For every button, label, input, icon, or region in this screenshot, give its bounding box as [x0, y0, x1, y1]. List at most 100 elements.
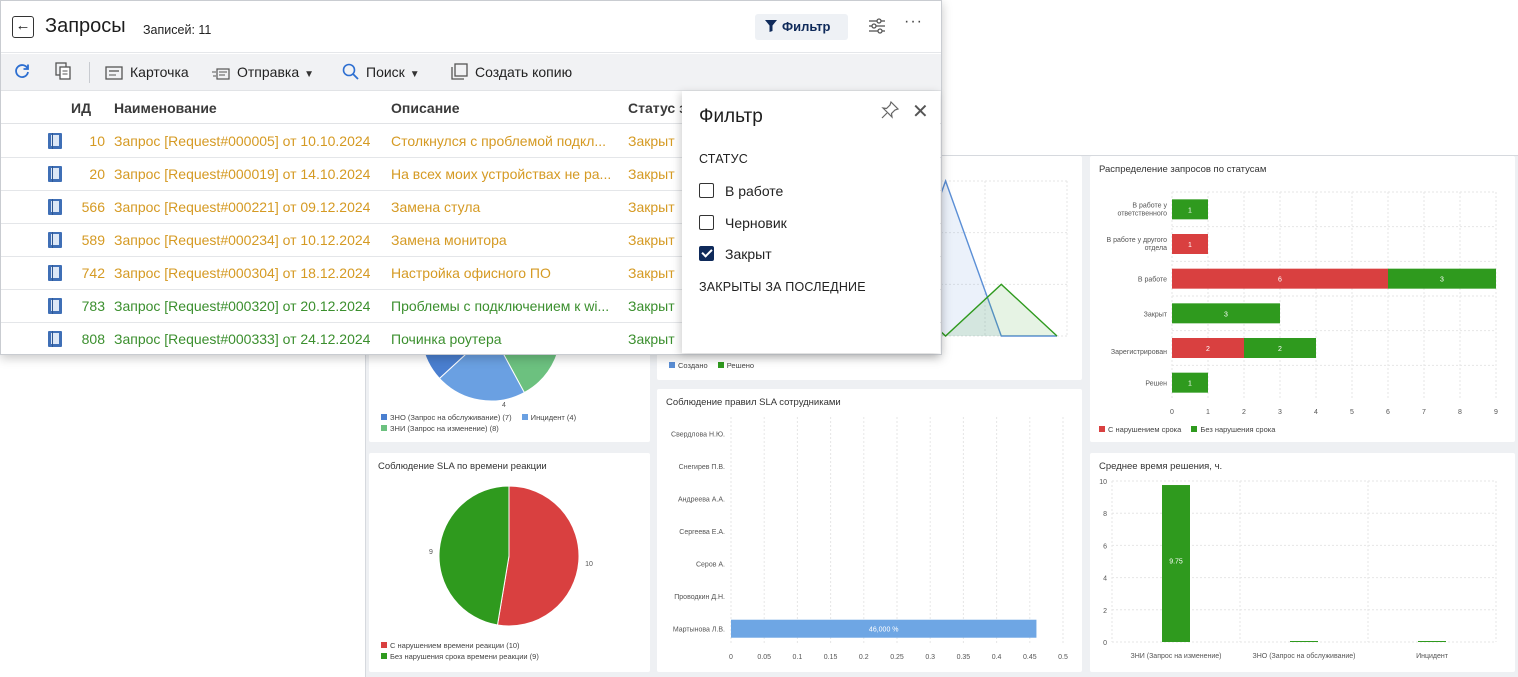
refresh-button[interactable] — [13, 54, 38, 91]
bar — [1418, 641, 1446, 642]
cell-description: Замена монитора — [391, 232, 507, 248]
card-icon — [105, 66, 123, 80]
table-row[interactable]: 589 Запрос [Request#000234] от 10.12.2024… — [1, 224, 941, 257]
x-tick-label: 5 — [1350, 409, 1354, 416]
legend-label: ЗНО (Запрос на обслуживание) (7) — [390, 413, 512, 422]
cell-status: Закрыт — [628, 265, 675, 281]
pin-icon[interactable] — [881, 101, 899, 119]
checkbox[interactable] — [699, 183, 714, 198]
legend-label: С нарушением срока — [1108, 425, 1182, 434]
bar-value-label: 6 — [1278, 277, 1282, 284]
table-row[interactable]: 10 Запрос [Request#000005] от 10.10.2024 С… — [1, 125, 941, 158]
sla-reaction-pie-chart: 10 9 — [429, 485, 593, 627]
toolbar-divider — [89, 62, 90, 83]
bar — [1162, 485, 1190, 642]
bar — [1388, 268, 1496, 289]
legend-label: ЗНИ (Запрос на изменение) (8) — [390, 424, 499, 433]
legend-swatch — [381, 653, 387, 659]
pie-slice — [496, 485, 580, 627]
x-tick-label: 0.2 — [859, 654, 869, 661]
create-copy-label: Создать копию — [475, 64, 573, 80]
y-tick-label: отдела — [1145, 245, 1168, 252]
create-copy-button[interactable]: Создать копию — [451, 54, 572, 91]
pie-slice — [438, 330, 525, 402]
sliders-icon[interactable] — [867, 16, 887, 36]
legend-item: Без нарушения срока — [1191, 425, 1275, 434]
x-tick-label: 2 — [1242, 409, 1246, 416]
table-row[interactable]: 742 Запрос [Request#000304] от 18.12.2024… — [1, 257, 941, 290]
bar — [731, 619, 1037, 638]
document-icon — [48, 331, 62, 347]
y-tick-label: Проводкин Д.Н. — [674, 594, 725, 601]
filter-option-label: В работе — [725, 183, 784, 199]
x-tick-label: 1 — [1206, 409, 1210, 416]
copy-list-button[interactable] — [55, 54, 78, 91]
filter-option-in-progress[interactable]: В работе — [699, 183, 783, 199]
legend-swatch — [381, 425, 387, 431]
document-icon — [48, 199, 62, 215]
sla-employees-chart: 0 0.05 0.1 0.15 0.2 0.25 0.3 0.35 0.4 0.45 0.5 Свер… — [671, 417, 1068, 661]
legend-swatch — [1099, 426, 1105, 432]
cell-status: Закрыт — [628, 331, 675, 347]
card-button[interactable]: Карточка — [105, 54, 189, 91]
bar-value-label: 3 — [1440, 277, 1444, 284]
legend-label: Без нарушения срока — [1200, 425, 1276, 434]
bar — [1172, 234, 1208, 254]
bar-value-label: 1 — [1188, 242, 1192, 249]
legend-label: Решено — [726, 361, 755, 370]
table-row[interactable]: 783 Запрос [Request#000320] от 20.12.2024… — [1, 290, 941, 323]
pie-data-label: 4 — [502, 402, 506, 409]
column-header-name[interactable]: Наименование — [114, 100, 217, 116]
table-row[interactable]: 566 Запрос [Request#000221] от 09.12.2024… — [1, 191, 941, 224]
cell-name: Запрос [Request#000234] от 10.12.2024 — [114, 232, 371, 248]
checkbox[interactable] — [699, 215, 714, 230]
chevron-down-icon: ▼ — [304, 69, 315, 80]
bar-value-label: 1 — [1188, 381, 1192, 388]
legend-item: С нарушением времени реакции (10) — [381, 640, 539, 651]
created-resolved-legend: Создано Решено — [669, 360, 762, 371]
x-tick-label: 7 — [1422, 409, 1426, 416]
bar — [1172, 268, 1388, 289]
arrow-left-icon: ← — [15, 17, 31, 34]
x-tick-label: 8 — [1458, 409, 1462, 416]
sla-reaction-card: Соблюдение SLA по времени реакции 10 9 С … — [369, 453, 650, 672]
legend-swatch — [1191, 426, 1198, 432]
column-header-id[interactable]: ИД — [71, 100, 92, 116]
cell-description: Столкнулся с проблемой подкл... — [391, 133, 607, 149]
y-tick-label: Снегирев П.В. — [679, 464, 725, 471]
search-icon — [342, 63, 359, 80]
avg-resolution-chart: 0 2 4 6 8 10 ЗНИ (Запрос на изменение) 9.75 ЗНО … — [1099, 479, 1497, 660]
column-header-description[interactable]: Описание — [391, 100, 460, 116]
bar — [1172, 338, 1244, 358]
document-icon — [48, 166, 62, 182]
more-options-icon[interactable]: ··· — [904, 13, 923, 30]
y-tick-label: Решен — [1145, 381, 1167, 388]
close-icon[interactable]: ✕ — [912, 101, 929, 123]
search-dropdown-label: Поиск — [366, 64, 405, 80]
table-header: ИД Наименование Описание Статус за — [1, 92, 941, 124]
back-button[interactable]: ← — [12, 16, 34, 38]
y-tick-label: 6 — [1103, 543, 1107, 550]
chart-title: Среднее время решения, ч. — [1099, 461, 1223, 472]
x-tick-label: ЗНО (Запрос на обслуживание) — [1253, 652, 1356, 660]
send-icon — [212, 68, 230, 80]
status-distribution-legend: С нарушением срока Без нарушения срока — [1099, 424, 1283, 435]
table-row[interactable]: 20 Запрос [Request#000019] от 14.10.2024 Н… — [1, 158, 941, 191]
legend-swatch — [521, 414, 528, 420]
send-dropdown[interactable]: Отправка ▼ — [212, 54, 314, 91]
checkbox-checked[interactable] — [699, 246, 714, 261]
send-dropdown-label: Отправка — [237, 64, 300, 80]
column-header-status[interactable]: Статус за — [628, 100, 694, 116]
bar — [1290, 641, 1318, 642]
y-tick-label: В работе у другого — [1106, 236, 1167, 244]
search-dropdown[interactable]: Поиск ▼ — [342, 54, 420, 91]
filter-option-closed[interactable]: Закрыт — [699, 246, 772, 262]
x-tick-label: 0 — [1170, 409, 1174, 416]
filter-button[interactable]: Фильтр — [755, 14, 848, 40]
y-tick-label: ответственного — [1117, 210, 1167, 217]
table-row[interactable]: 808 Запрос [Request#000333] от 24.12.2024… — [1, 323, 941, 354]
filter-option-draft[interactable]: Черновик — [699, 215, 787, 231]
status-distribution-card: Распределение запросов по статусам 0 1 2 3 4… — [1090, 156, 1515, 442]
cell-name: Запрос [Request#000005] от 10.10.2024 — [114, 133, 371, 149]
